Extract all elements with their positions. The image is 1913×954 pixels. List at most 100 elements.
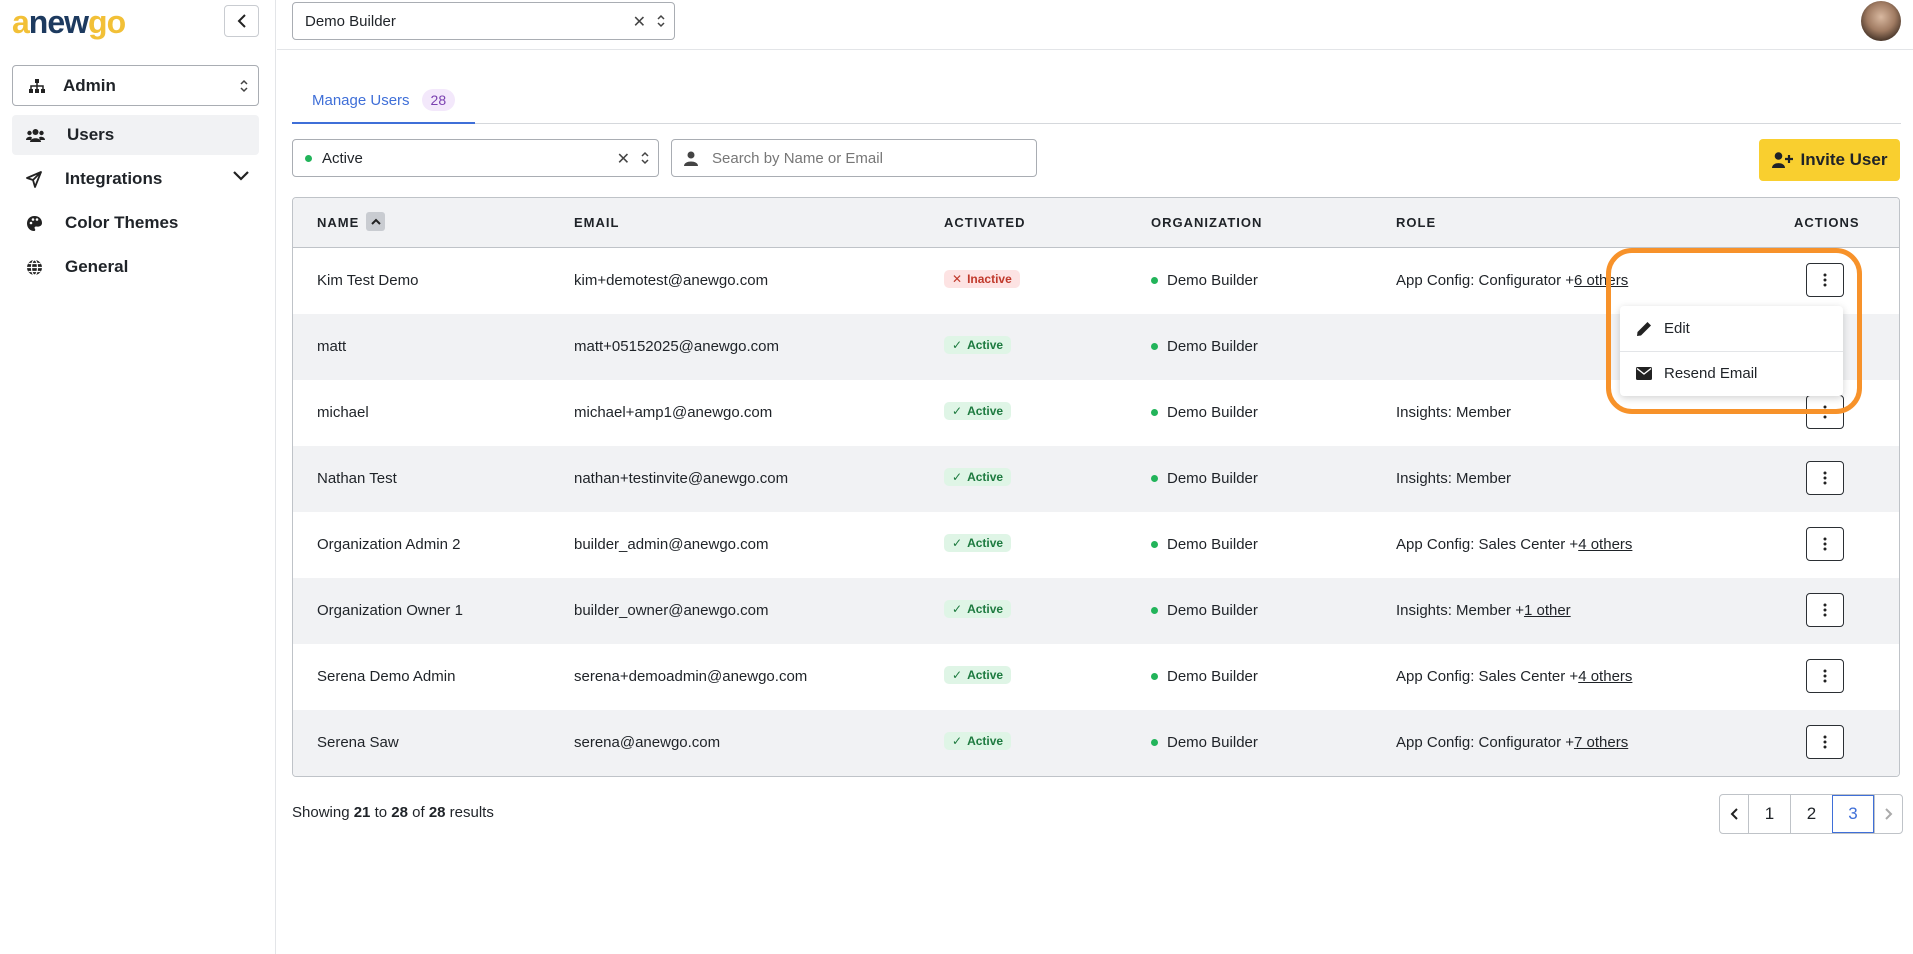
user-role: Insights: Member (1396, 470, 1512, 487)
status-badge: ✓ Active (944, 600, 1012, 618)
pagination: 1 2 3 (1719, 794, 1903, 834)
user-avatar[interactable] (1861, 1, 1901, 41)
check-icon: ✓ (952, 404, 963, 418)
more-roles-link[interactable]: 1 other (1523, 602, 1571, 619)
user-role: App Config: Configurator +7 others (1396, 734, 1629, 751)
user-role: Insights: Member (1396, 404, 1512, 421)
menu-item-edit[interactable]: Edit (1620, 306, 1843, 351)
count-badge: 28 (421, 89, 456, 111)
user-email: nathan+testinvite@anewgo.com (574, 470, 789, 487)
search-input[interactable] (712, 149, 1022, 167)
updown-icon (641, 151, 649, 165)
page-button[interactable]: 2 (1790, 795, 1832, 833)
user-plus-icon (1771, 152, 1793, 168)
search-box (671, 139, 1037, 177)
status-filter-select[interactable]: Active ✕ (292, 139, 659, 177)
org-dot (1151, 474, 1158, 482)
user-organization: Demo Builder (1151, 734, 1258, 751)
pencil-icon (1637, 321, 1651, 336)
updown-icon (657, 14, 665, 28)
more-roles-link[interactable]: 6 others (1574, 272, 1629, 289)
table-row: Kim Test Demo kim+demotest@anewgo.com ✕ I… (293, 248, 1899, 314)
page-button[interactable]: 1 (1748, 795, 1790, 833)
menu-item-resend-email[interactable]: Resend Email (1620, 351, 1843, 396)
header-organization: ORGANIZATION (1151, 215, 1263, 230)
kebab-icon (1823, 537, 1827, 551)
check-icon: ✓ (952, 734, 963, 748)
org-dot (1151, 342, 1158, 350)
section-select[interactable]: Admin (12, 65, 259, 106)
user-email: kim+demotest@anewgo.com (574, 272, 769, 289)
page-button-current[interactable]: 3 (1832, 795, 1874, 833)
tab-bar: Manage Users 28 (292, 78, 1901, 124)
chevron-up-icon (370, 218, 381, 225)
table-row: Organization Owner 1 builder_owner@anewg… (293, 578, 1899, 644)
previous-page-button[interactable] (1720, 795, 1748, 833)
next-page-button[interactable] (1874, 795, 1902, 833)
check-icon: ✓ (952, 536, 963, 550)
org-dot (1151, 276, 1158, 284)
chevron-right-icon (1884, 808, 1892, 820)
clear-icon[interactable]: ✕ (616, 151, 630, 168)
row-actions-button[interactable] (1806, 527, 1844, 561)
user-organization: Demo Builder (1151, 338, 1258, 355)
tab-label: Manage Users (312, 91, 410, 109)
org-dot (1151, 540, 1158, 548)
collapse-sidebar-button[interactable] (224, 5, 259, 37)
user-organization: Demo Builder (1151, 404, 1258, 421)
check-icon: ✓ (952, 668, 963, 682)
user-email: builder_admin@anewgo.com (574, 536, 769, 553)
user-organization: Demo Builder (1151, 668, 1258, 685)
user-role: App Config: Configurator +6 others (1396, 272, 1629, 289)
row-actions-button[interactable] (1806, 395, 1844, 429)
invite-user-button[interactable]: Invite User (1759, 139, 1900, 181)
status-badge: ✓ Active (944, 468, 1012, 486)
row-actions-button[interactable] (1806, 593, 1844, 627)
organization-select[interactable]: Demo Builder ✕ (292, 2, 675, 40)
integrations-icon (26, 170, 42, 188)
topbar: Demo Builder ✕ (277, 0, 1913, 50)
more-roles-link[interactable]: 7 others (1574, 734, 1629, 751)
status-badge: ✕ Inactive (944, 270, 1020, 288)
sidebar-item-integrations[interactable]: Integrations (12, 159, 259, 199)
status-badge: ✓ Active (944, 402, 1012, 420)
sidebar-item-users[interactable]: Users (12, 115, 259, 155)
user-role: App Config: Sales Center +4 others (1396, 536, 1633, 553)
user-name: Serena Saw (317, 734, 399, 751)
row-actions-button[interactable] (1806, 659, 1844, 693)
org-dot (1151, 738, 1158, 746)
users-icon (26, 128, 45, 142)
chevron-left-icon (1730, 808, 1738, 820)
chevron-down-icon[interactable] (233, 171, 249, 181)
header-email: EMAIL (574, 215, 620, 230)
header-actions: ACTIONS (1794, 215, 1860, 230)
sidebar-item-general[interactable]: General (12, 247, 259, 287)
user-organization: Demo Builder (1151, 272, 1258, 289)
sort-ascending-button[interactable] (366, 212, 385, 231)
row-actions-button[interactable] (1806, 263, 1844, 297)
status-dot (305, 154, 312, 162)
sidebar-item-color-themes[interactable]: Color Themes (12, 203, 259, 243)
clear-icon[interactable]: ✕ (632, 14, 646, 31)
user-email: serena+demoadmin@anewgo.com (574, 668, 808, 685)
tab-manage-users[interactable]: Manage Users 28 (292, 78, 476, 124)
status-badge: ✓ Active (944, 732, 1012, 750)
header-name[interactable]: NAME (317, 215, 360, 230)
section-select-label: Admin (63, 75, 116, 95)
sidebar: anewgo Admin Users Integrations Color Th… (0, 0, 276, 954)
user-name: Organization Owner 1 (317, 602, 463, 619)
kebab-icon (1823, 273, 1827, 287)
kebab-icon (1823, 405, 1827, 419)
row-actions-button[interactable] (1806, 461, 1844, 495)
user-email: matt+05152025@anewgo.com (574, 338, 779, 355)
row-actions-button[interactable] (1806, 725, 1844, 759)
user-name: matt (317, 338, 347, 355)
status-badge: ✓ Active (944, 666, 1012, 684)
organization-select-value: Demo Builder (305, 12, 396, 30)
status-filter-value: Active (322, 149, 363, 167)
more-roles-link[interactable]: 4 others (1578, 536, 1633, 553)
check-icon: ✓ (952, 470, 963, 484)
kebab-icon (1823, 603, 1827, 617)
more-roles-link[interactable]: 4 others (1578, 668, 1633, 685)
anewgo-logo[interactable]: anewgo (12, 4, 126, 40)
